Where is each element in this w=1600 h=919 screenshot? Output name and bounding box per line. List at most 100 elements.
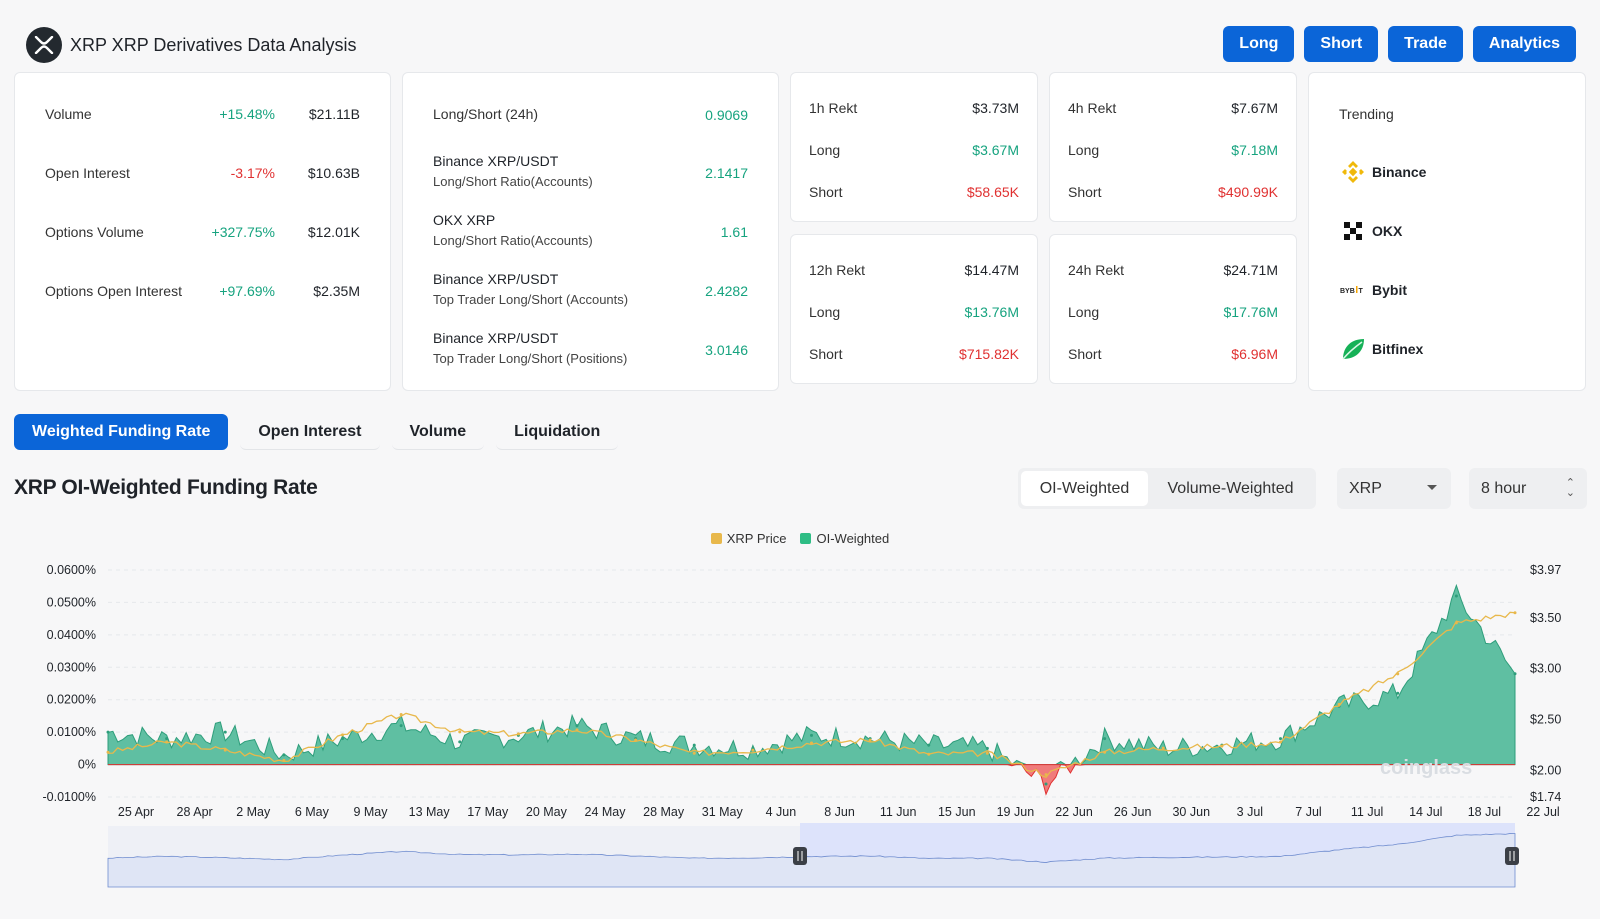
ratio-row[interactable]: OKX XRP Long/Short Ratio(Accounts) 1.61: [433, 212, 748, 252]
ratio-row[interactable]: Binance XRP/USDT Long/Short Ratio(Accoun…: [433, 153, 748, 193]
trending-item-label: Binance: [1372, 164, 1427, 180]
navigator-handle[interactable]: [793, 847, 807, 865]
stat-change: +97.69%: [219, 283, 275, 299]
rekt-total: $3.73M: [972, 100, 1019, 116]
legend-swatch: [710, 533, 722, 544]
stat-label: Open Interest: [45, 165, 130, 181]
stat-value: $10.63B: [307, 165, 360, 181]
funding-area-positive: [107, 583, 1516, 766]
price-point: [1103, 750, 1107, 754]
y-left-tick-label: 0.0200%: [47, 693, 96, 707]
price-point: [1337, 702, 1341, 706]
funding-rate-chart[interactable]: 0.0600% 0.0500% 0.0400% 0.0300% 0.0200% 0.010…: [0, 550, 1600, 919]
trade-button[interactable]: Trade: [1388, 26, 1463, 62]
funding-point: [341, 737, 344, 741]
page-title: XRP XRP Derivatives Data Analysis: [70, 34, 357, 55]
navigator-series: [107, 833, 1516, 888]
ratio-row[interactable]: Long/Short (24h) 0.9069: [433, 106, 748, 124]
y-right-tick-label: $3.97: [1530, 563, 1561, 577]
trending-item-okx[interactable]: OKX: [1339, 217, 1402, 245]
x-tick-label: 9 May: [353, 805, 388, 819]
bitfinex-icon: [1339, 335, 1367, 363]
trending-item-label: OKX: [1372, 223, 1403, 239]
stat-row-options-volume: Options Volume +327.75% $12.01K: [45, 224, 360, 240]
x-tick-label: 14 Jul: [1409, 805, 1442, 819]
y-right-tick-label: $3.00: [1530, 662, 1561, 676]
navigator-handle[interactable]: [1505, 847, 1519, 865]
price-point: [810, 741, 813, 745]
funding-point: [810, 733, 813, 737]
rekt-card-24h: 24h Rekt $24.71M Long $17.76M Short $6.96M: [1049, 234, 1297, 384]
chart-title: XRP OI-Weighted Funding Rate: [14, 476, 318, 499]
coinglass-watermark: coinglass: [1380, 757, 1472, 779]
price-point: [165, 740, 169, 744]
long-short-ratios-card: Long/Short (24h) 0.9069 Binance XRP/USDT…: [402, 72, 779, 391]
x-tick-label: 6 May: [295, 805, 330, 819]
price-point: [751, 748, 755, 752]
long-button[interactable]: Long: [1223, 26, 1295, 62]
coin-select-value: XRP: [1349, 479, 1382, 497]
trending-item-label: Bitfinex: [1372, 341, 1424, 357]
rekt-long-label: Long: [1068, 304, 1100, 320]
market-stats-card: Volume +15.48% $21.11B Open Interest -3.…: [14, 72, 391, 391]
x-tick-label: 26 Jun: [1114, 805, 1152, 819]
funding-point: [1279, 737, 1282, 741]
x-tick-label: 20 May: [526, 805, 568, 819]
trending-item-binance[interactable]: Binance: [1339, 158, 1426, 186]
y-right-tick-label: $3.50: [1530, 611, 1561, 625]
funding-point: [985, 746, 989, 750]
analytics-button[interactable]: Analytics: [1472, 26, 1576, 62]
x-tick-label: 22 Jul: [1526, 805, 1559, 819]
x-tick-label: 19 Jun: [997, 805, 1035, 819]
ratio-row[interactable]: Binance XRP/USDT Top Trader Long/Short (…: [433, 330, 748, 370]
x-tick-label: 15 Jun: [938, 805, 976, 819]
bybit-icon: BYB T: [1339, 276, 1367, 304]
rekt-card-4h: 4h Rekt $7.67M Long $7.18M Short $490.99K: [1049, 72, 1297, 222]
ratio-value: 1.61: [720, 224, 748, 240]
stat-change: -3.17%: [230, 165, 275, 181]
trending-item-bybit[interactable]: BYB T Bybit: [1339, 276, 1407, 304]
price-point: [927, 752, 931, 756]
coin-select[interactable]: XRP: [1337, 468, 1451, 509]
x-tick-label: 4 Jun: [766, 805, 797, 819]
legend-item-oi-weighted[interactable]: OI-Weighted: [800, 531, 889, 546]
y-left-tick-label: 0.0300%: [47, 660, 96, 674]
short-button[interactable]: Short: [1304, 26, 1379, 62]
tab-liquidation[interactable]: Liquidation: [496, 414, 619, 450]
interval-select[interactable]: 8 hour ⌃ ⌄: [1469, 468, 1587, 509]
x-tick-label: 7 Jul: [1295, 805, 1321, 819]
price-point: [985, 751, 989, 755]
oi-weighted-option[interactable]: OI-Weighted: [1021, 471, 1148, 506]
x-tick-label: 22 Jun: [1055, 805, 1093, 819]
stat-row-open-interest: Open Interest -3.17% $10.63B: [45, 165, 360, 181]
ratio-label: Long/Short (24h): [433, 106, 539, 122]
trending-item-bitfinex[interactable]: Bitfinex: [1339, 335, 1423, 363]
funding-point: [223, 730, 227, 734]
okx-icon: [1339, 217, 1367, 245]
tab-weighted-funding-rate[interactable]: Weighted Funding Rate: [14, 414, 229, 450]
rekt-short-value: $58.65K: [966, 184, 1019, 200]
funding-point: [399, 724, 403, 728]
y-left-tick-label: 0.0500%: [47, 595, 96, 609]
volume-weighted-option[interactable]: Volume-Weighted: [1167, 479, 1294, 497]
rekt-short-label: Short: [1068, 346, 1102, 362]
legend-item-price[interactable]: XRP Price: [710, 531, 786, 546]
rekt-short-value: $490.99K: [1218, 184, 1278, 200]
price-point: [223, 748, 227, 752]
x-tick-label: 2 May: [236, 805, 271, 819]
tab-open-interest[interactable]: Open Interest: [240, 414, 380, 450]
ratio-sublabel: Long/Short Ratio(Accounts): [433, 174, 593, 189]
rekt-short-value: $715.82K: [959, 346, 1019, 362]
funding-point: [692, 743, 696, 747]
ratio-sublabel: Top Trader Long/Short (Accounts): [433, 292, 629, 307]
price-point: [692, 751, 696, 755]
tab-volume[interactable]: Volume: [391, 414, 485, 450]
ratio-row[interactable]: Binance XRP/USDT Top Trader Long/Short (…: [433, 271, 748, 311]
y-left-tick-label: -0.0100%: [42, 790, 96, 804]
price-point: [458, 730, 462, 734]
rekt-long-value: $17.76M: [1223, 304, 1278, 320]
stat-change: +327.75%: [211, 224, 275, 240]
x-tick-label: 11 Jun: [880, 805, 917, 819]
ratio-label: Binance XRP/USDT: [433, 330, 559, 346]
ratio-value: 3.0146: [705, 342, 748, 358]
